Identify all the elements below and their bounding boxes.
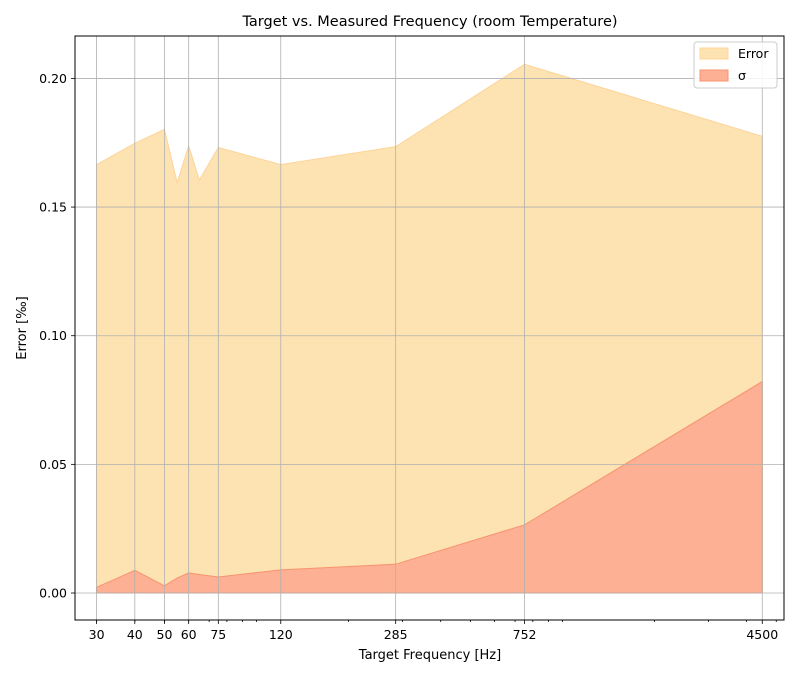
legend-swatch-sigma bbox=[699, 69, 729, 82]
y-tick-label-0: 0.00 bbox=[39, 585, 67, 600]
area-series-1 bbox=[96, 380, 763, 594]
y-axis-label: Error [‰] bbox=[15, 296, 30, 359]
x-tick-label-2: 50 bbox=[157, 627, 173, 642]
x-tick-label-5: 120 bbox=[269, 627, 293, 642]
legend-label-sigma: σ bbox=[738, 68, 746, 83]
legend: Error σ bbox=[693, 41, 778, 89]
plot-area: 30 40 50 60 75 120 285 752 4500 0.00 0.05 0.10 0.15 0… bbox=[39, 35, 785, 642]
x-tick-label-1: 40 bbox=[127, 627, 143, 642]
y-tick-label-3: 0.15 bbox=[39, 200, 67, 215]
y-tick-label-2: 0.10 bbox=[39, 328, 67, 343]
axes-frame bbox=[74, 35, 785, 621]
x-tick-label-0: 30 bbox=[89, 627, 105, 642]
chart-title: Target vs. Measured Frequency (room Temp… bbox=[241, 14, 617, 30]
area-series-0 bbox=[96, 63, 763, 594]
x-axis-label: Target Frequency [Hz] bbox=[358, 648, 501, 663]
x-tick-label-4: 75 bbox=[210, 627, 226, 642]
x-tick-label-8: 4500 bbox=[746, 627, 778, 642]
x-tick-label-6: 285 bbox=[384, 627, 408, 642]
x-tick-label-3: 60 bbox=[181, 627, 197, 642]
y-tick-label-1: 0.05 bbox=[39, 457, 67, 472]
y-tick-label-4: 0.20 bbox=[39, 71, 67, 86]
legend-label-error: Error bbox=[738, 46, 769, 61]
x-tick-label-7: 752 bbox=[513, 627, 537, 642]
legend-swatch-error bbox=[699, 47, 729, 60]
